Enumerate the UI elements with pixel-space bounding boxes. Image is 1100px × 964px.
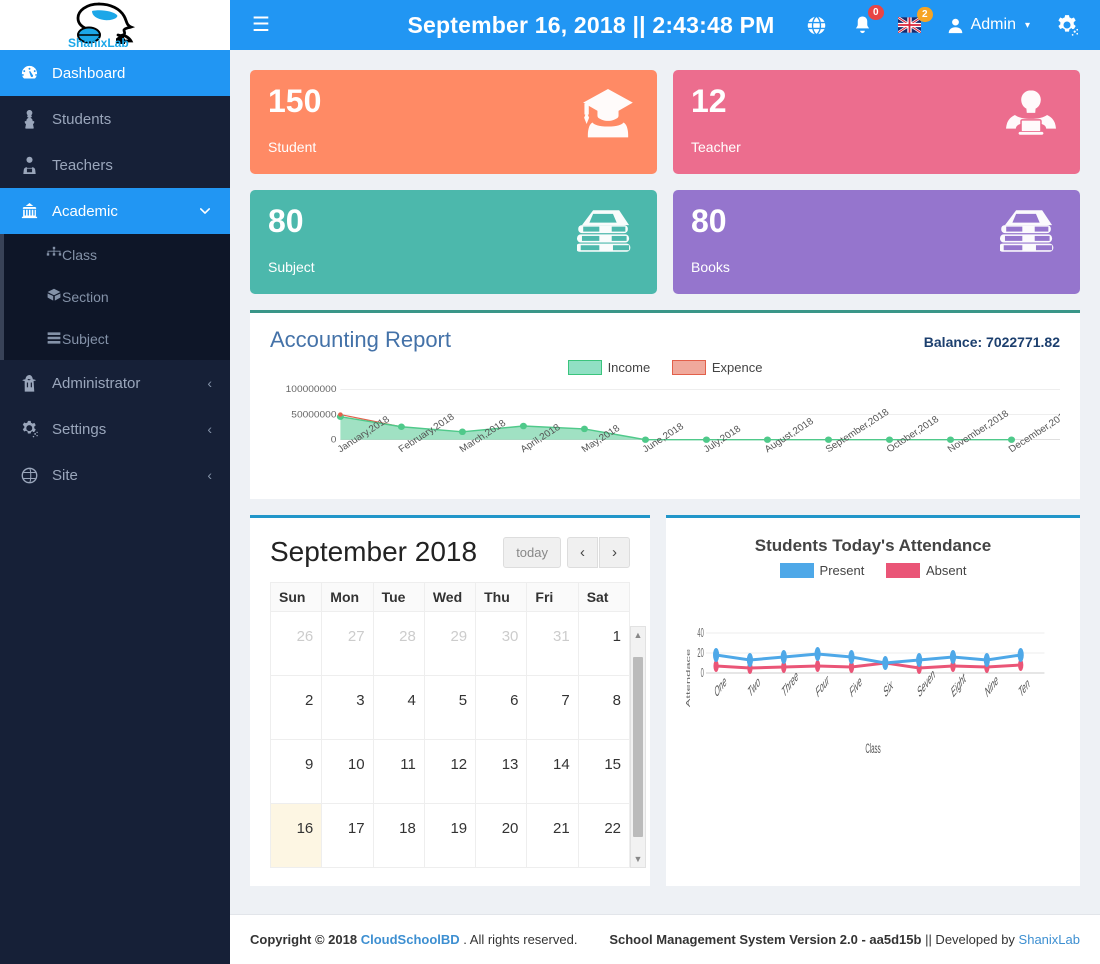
- svg-text:Nine: Nine: [984, 673, 999, 702]
- svg-text:0: 0: [331, 435, 337, 446]
- svg-text:0: 0: [701, 667, 704, 681]
- svg-text:Five: Five: [849, 674, 863, 702]
- svg-text:November,2018: November,2018: [946, 409, 1011, 455]
- svg-text:August,2018: August,2018: [763, 416, 816, 455]
- svg-text:Ten: Ten: [1018, 676, 1031, 702]
- svg-text:Attendace: Attendace: [686, 648, 692, 707]
- svg-text:ShanixLab: ShanixLab: [68, 36, 129, 48]
- svg-text:50000000: 50000000: [291, 410, 337, 421]
- svg-text:Six: Six: [883, 677, 894, 701]
- svg-text:100000000: 100000000: [286, 385, 337, 396]
- svg-text:Class: Class: [865, 741, 881, 757]
- svg-text:Two: Two: [747, 674, 761, 701]
- svg-text:October,2018: October,2018: [885, 414, 942, 455]
- svg-text:December,2018: December,2018: [1007, 409, 1060, 455]
- svg-text:40: 40: [697, 627, 704, 641]
- svg-text:Four: Four: [815, 673, 830, 702]
- svg-text:One: One: [714, 674, 728, 702]
- svg-text:20: 20: [697, 647, 704, 661]
- svg-text:Eight: Eight: [950, 670, 967, 701]
